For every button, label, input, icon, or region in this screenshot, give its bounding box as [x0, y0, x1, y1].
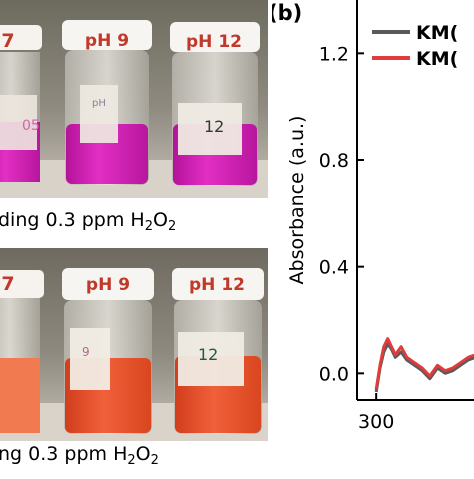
- caption-after: ng 0.3 ppm H2O2: [0, 443, 266, 468]
- legend-label: KM(: [416, 22, 458, 44]
- subscript: 2: [127, 453, 136, 468]
- vial-note: 9: [82, 345, 90, 359]
- caption-text: ng 0.3 ppm H: [0, 443, 128, 465]
- vials-photo-before: 7 pH 9 pH 12 05 pH 12: [0, 0, 268, 198]
- vial-label-ph12: pH 12: [186, 32, 242, 52]
- caption-text: O: [152, 209, 168, 231]
- y-axis-label: Absorbance (a.u.): [286, 116, 308, 285]
- vial-note: 05: [22, 118, 40, 134]
- vial-note: 12: [204, 117, 224, 136]
- y-tick-label: 0.4: [319, 257, 349, 279]
- y-tick-label: 0.0: [319, 363, 349, 385]
- absorbance-chart: (b) Absorbance (a.u.) 0.00.40.81.2 3004 …: [268, 0, 474, 474]
- y-ticks: 0.0 0.4 0.8 1.2: [319, 43, 364, 385]
- vials-photo-after-graphic: 7 pH 9 pH 12 9 12: [0, 248, 268, 441]
- y-tick-label: 0.8: [319, 150, 349, 172]
- caption-text: ding 0.3 ppm H: [0, 209, 145, 231]
- vial-label-ph12: pH 12: [189, 275, 245, 295]
- series-line-1: [374, 337, 474, 390]
- vial-label-ph9: pH 9: [85, 31, 129, 51]
- caption-before: ding 0.3 ppm H2O2: [0, 209, 266, 234]
- vial-label-ph7: 7: [1, 30, 14, 52]
- absorbance-chart-svg: (b) Absorbance (a.u.) 0.00.40.81.2 3004 …: [268, 0, 474, 433]
- vials-photo-before-graphic: 7 pH 9 pH 12 05 pH 12: [0, 0, 268, 198]
- subscript: 2: [150, 453, 159, 468]
- legend-label: KM(: [416, 48, 458, 70]
- caption-text: O: [135, 443, 151, 465]
- vial-label-ph9: pH 9: [86, 275, 130, 295]
- series-layer: [374, 337, 474, 393]
- vial-note: pH: [92, 98, 106, 109]
- vial-note: 12: [198, 345, 218, 364]
- vial-label-ph7: 7: [1, 273, 14, 295]
- legend: KM( KM(: [372, 22, 458, 70]
- panel-b-label: (b): [272, 1, 302, 25]
- y-tick-label: 1.2: [319, 43, 349, 65]
- series-line-0: [374, 342, 474, 393]
- x-tick-label: 300: [358, 411, 394, 433]
- vials-photo-after: 7 pH 9 pH 12 9 12: [0, 248, 268, 441]
- x-ticks: 3004: [358, 393, 394, 433]
- subscript: 2: [144, 219, 153, 234]
- subscript: 2: [167, 219, 177, 234]
